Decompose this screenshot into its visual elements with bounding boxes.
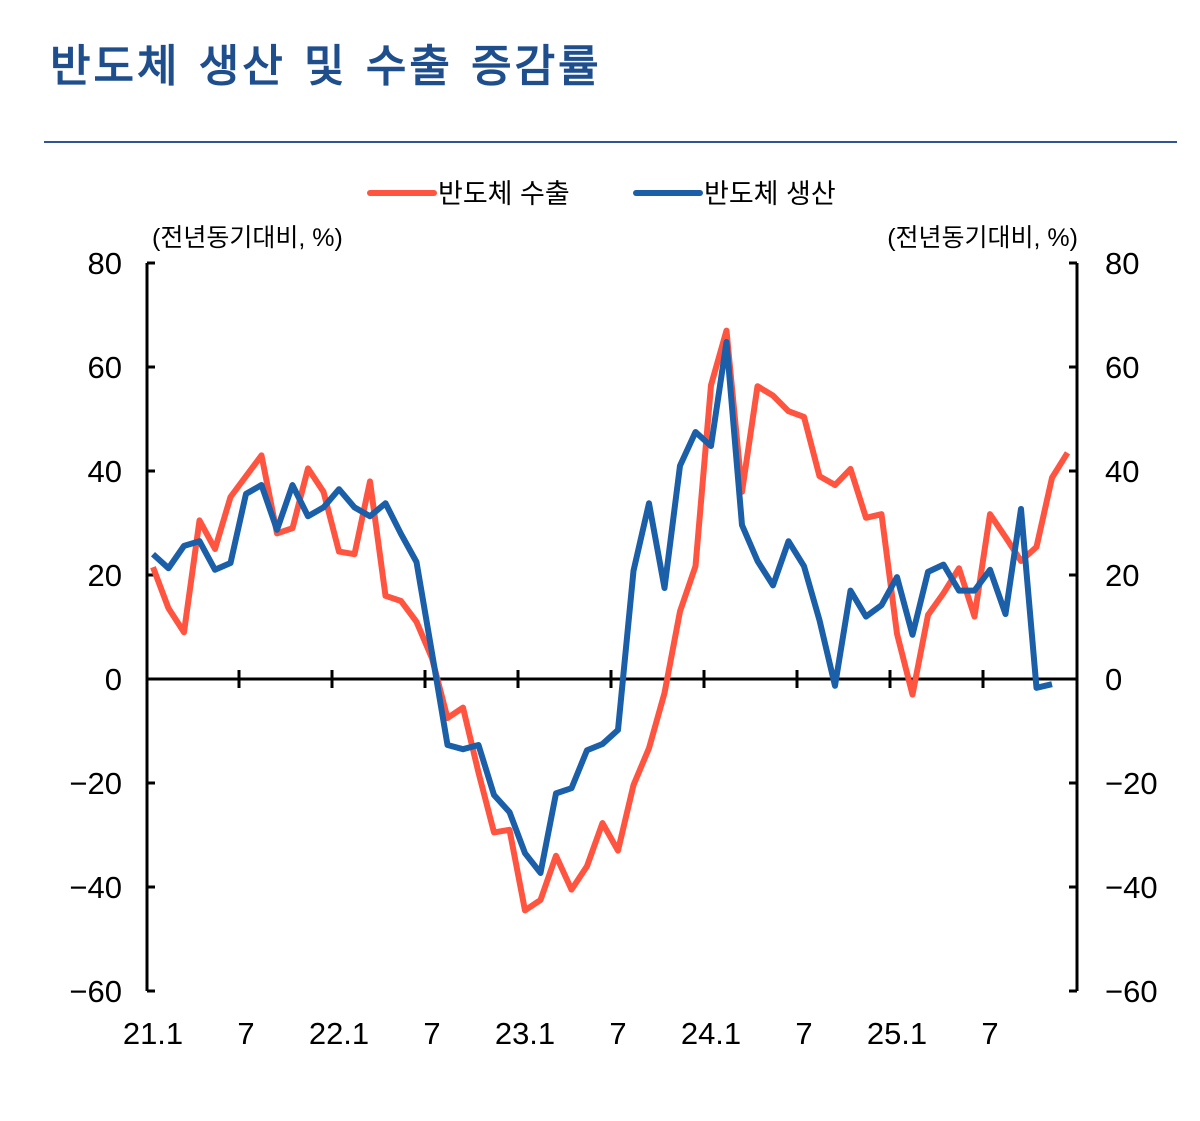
y-tick-label-right: 40 — [1105, 454, 1139, 489]
y-tick-label-left: −20 — [69, 766, 122, 801]
y-tick-label-right: −20 — [1105, 766, 1158, 801]
x-tick-label: 23.1 — [495, 1016, 555, 1051]
x-tick-label: 24.1 — [681, 1016, 741, 1051]
y-tick-label-right: 60 — [1105, 350, 1139, 385]
y-tick-label-left: 80 — [88, 246, 122, 281]
y-tick-label-left: 0 — [105, 662, 122, 697]
x-tick-label: 25.1 — [867, 1016, 927, 1051]
y-tick-label-right: 0 — [1105, 662, 1122, 697]
y-tick-label-left: 20 — [88, 558, 122, 593]
y-tick-label-left: −60 — [69, 974, 122, 1009]
x-tick-label: 7 — [981, 1016, 998, 1051]
chart-title: 반도체 생산 및 수출 증감률 — [50, 41, 602, 92]
legend-label-export: 반도체 수출 — [438, 179, 570, 209]
y-tick-label-left: −40 — [69, 870, 122, 905]
y-tick-label-right: 20 — [1105, 558, 1139, 593]
x-tick-label: 21.1 — [123, 1016, 183, 1051]
y-tick-label-left: 60 — [88, 350, 122, 385]
series-line-export — [150, 327, 1071, 914]
y-tick-label-left: 40 — [88, 454, 122, 489]
series-line-production — [150, 339, 1053, 876]
x-tick-label: 7 — [795, 1016, 812, 1051]
y-axis-label-right: (전년동기대비, %) — [887, 224, 1078, 252]
legend: 반도체 수출 반도체 생산 — [367, 179, 836, 209]
legend-label-production: 반도체 생산 — [704, 179, 836, 209]
x-tick-label: 7 — [237, 1016, 254, 1051]
title-divider — [44, 141, 1177, 143]
x-tick-label: 22.1 — [309, 1016, 369, 1051]
y-axis-label-left: (전년동기대비, %) — [152, 224, 343, 252]
x-tick-label: 7 — [423, 1016, 440, 1051]
y-tick-label-right: 80 — [1105, 246, 1139, 281]
x-tick-label: 7 — [609, 1016, 626, 1051]
y-tick-label-right: −60 — [1105, 974, 1158, 1009]
y-tick-label-right: −40 — [1105, 870, 1158, 905]
